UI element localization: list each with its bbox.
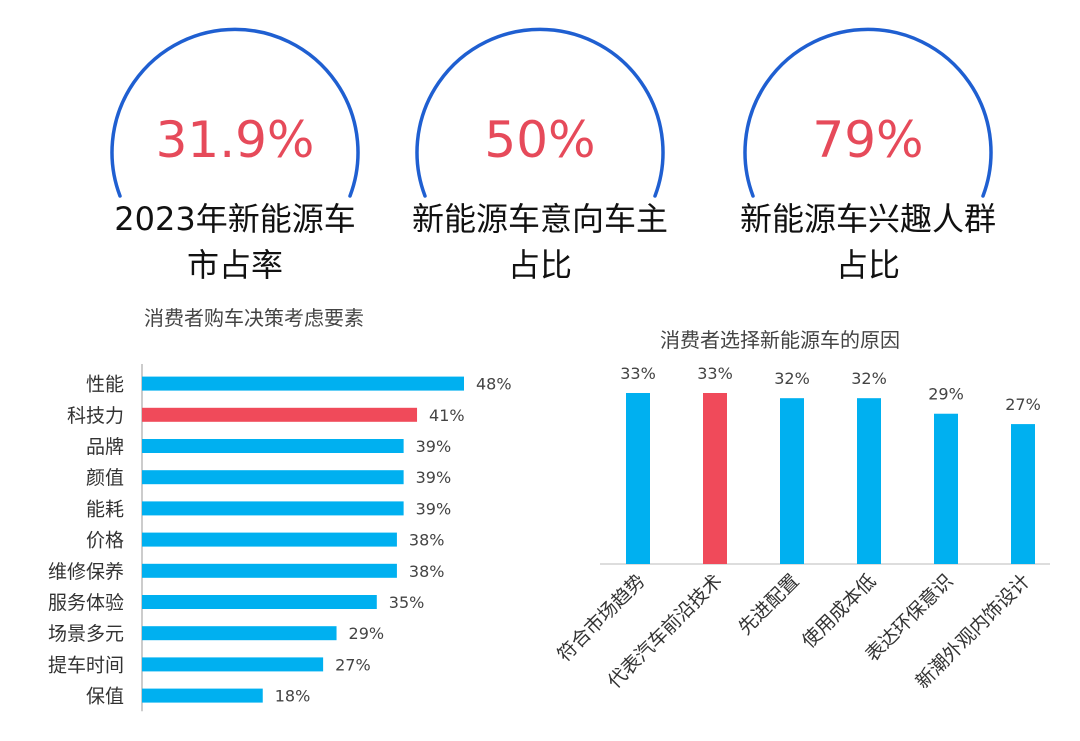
hbar-data-label: 38% <box>409 531 445 550</box>
stat-label: 新能源车意向车主 占比 <box>360 196 720 288</box>
vbar-bar <box>1011 424 1035 564</box>
hbar-data-label: 41% <box>429 406 465 425</box>
hbar-bar <box>142 501 404 516</box>
vbar-data-label: 33% <box>697 364 733 383</box>
stat-ring <box>110 27 360 198</box>
hbar-bar <box>142 407 418 422</box>
hbar-category-label: 品牌 <box>86 436 124 458</box>
vbar-bar <box>857 398 881 564</box>
stat-label-line2: 占比 <box>507 246 572 284</box>
hbar-category-label: 服务体验 <box>48 592 124 614</box>
hbar-data-label: 39% <box>416 437 452 456</box>
vbar-category-label: 先进配置 <box>734 570 803 639</box>
hbar-bar <box>142 688 263 703</box>
hbar-data-label: 29% <box>349 624 385 643</box>
hbar-data-label: 39% <box>416 468 452 487</box>
hbar-category-label: 颜值 <box>86 467 124 489</box>
vbar-data-label: 32% <box>851 369 887 388</box>
stat-value: 50% <box>484 111 596 169</box>
hbar-data-label: 39% <box>416 499 452 518</box>
stat-label-line1: 新能源车兴趣人群 <box>739 200 996 238</box>
hbar-data-label: 35% <box>389 593 425 612</box>
hbar-bar <box>142 439 404 453</box>
hbar-data-label: 27% <box>335 655 371 674</box>
vbar-bar <box>780 398 804 564</box>
hbar-bar <box>142 595 377 609</box>
hbar-bar <box>142 657 324 672</box>
vbar-chart-title: 消费者选择新能源车的原因 <box>660 328 900 352</box>
hbar-chart-title: 消费者购车决策考虑要素 <box>144 306 364 330</box>
stat-label-line1: 新能源车意向车主 <box>411 200 668 238</box>
vbar-bar <box>626 393 650 564</box>
stat-value: 79% <box>812 111 924 169</box>
stat-value: 31.9% <box>155 111 315 169</box>
stat-label-line2: 市占率 <box>186 246 283 284</box>
hbar-category-label: 维修保养 <box>48 561 124 583</box>
hbar-category-label: 能耗 <box>86 498 124 520</box>
hbar-bar <box>142 626 337 641</box>
vbar-category-label: 使用成本低 <box>798 570 881 653</box>
hbar-data-label: 38% <box>409 562 445 581</box>
vbar-bar <box>934 413 958 564</box>
hbar-data-label: 18% <box>275 687 311 706</box>
hbar-category-label: 性能 <box>86 374 124 396</box>
hbar-bar <box>142 532 397 547</box>
stat-ring <box>743 27 993 198</box>
hbar-category-label: 科技力 <box>67 405 124 427</box>
vbar-data-label: 29% <box>928 385 964 404</box>
hbar-category-label: 提车时间 <box>48 654 124 676</box>
stat-label-line2: 占比 <box>835 246 900 284</box>
hbar-category-label: 价格 <box>86 530 124 552</box>
hbar-bar <box>142 563 397 578</box>
stat-label-line1: 2023年新能源车 <box>114 200 356 238</box>
stat-label: 2023年新能源车 市占率 <box>55 196 415 288</box>
vbar-bar <box>703 393 727 564</box>
hbar-category-label: 保值 <box>86 686 124 708</box>
vbar-data-label: 32% <box>774 369 810 388</box>
vbar-data-label: 27% <box>1005 395 1041 414</box>
hbar-bar <box>142 376 464 391</box>
hbar-bar <box>142 470 404 485</box>
vbar-data-label: 33% <box>620 364 656 383</box>
hbar-data-label: 48% <box>476 375 512 394</box>
hbar-category-label: 场景多元 <box>48 623 124 645</box>
stat-label: 新能源车兴趣人群 占比 <box>688 196 1048 288</box>
stat-ring <box>415 27 665 198</box>
